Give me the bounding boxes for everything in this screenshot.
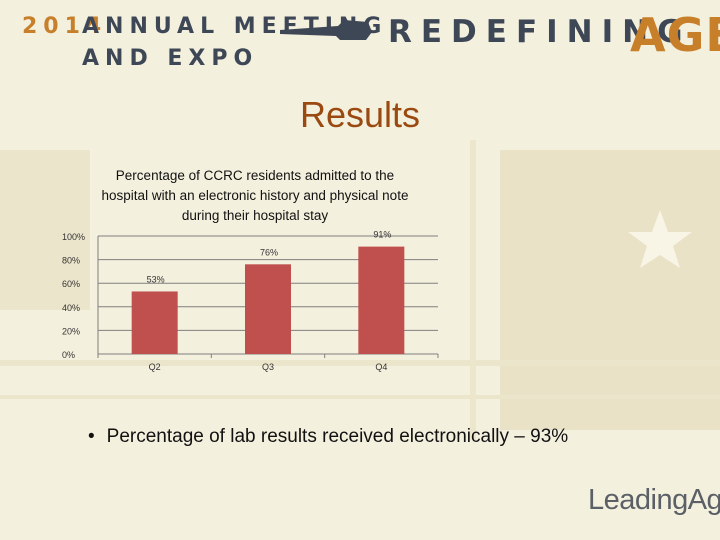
bar bbox=[131, 291, 178, 354]
data-label: 53% bbox=[147, 274, 165, 284]
bullet-text: Percentage of lab results received elect… bbox=[106, 426, 569, 447]
x-tick-label: Q4 bbox=[375, 362, 387, 372]
data-label: 76% bbox=[260, 247, 278, 257]
x-tick-label: Q2 bbox=[149, 362, 161, 372]
bullet-icon: • bbox=[88, 426, 95, 447]
bar bbox=[245, 264, 291, 354]
y-tick-label: 0% bbox=[62, 350, 75, 360]
bar bbox=[358, 246, 405, 354]
y-tick-label: 100% bbox=[62, 232, 85, 242]
pointing-hand-icon bbox=[280, 20, 372, 40]
bullet-item: • Percentage of lab results received elec… bbox=[88, 426, 568, 448]
leadingage-logo: LeadingAge bbox=[588, 484, 720, 516]
header-tagline: REDEFINING bbox=[388, 14, 692, 50]
header-event-line2: AND EXPO bbox=[82, 46, 259, 71]
chart-title: Percentage of CCRC residents admitted to… bbox=[101, 168, 409, 223]
data-label: 91% bbox=[373, 230, 391, 240]
y-tick-label: 80% bbox=[62, 256, 80, 266]
header-tagline-accent: AGE bbox=[630, 8, 720, 62]
y-tick-label: 40% bbox=[62, 303, 80, 313]
page-title: Results bbox=[299, 94, 421, 135]
y-tick-label: 20% bbox=[62, 326, 80, 336]
header-banner: 2014 ANNUAL MEETING AND EXPO REDEFINING … bbox=[0, 0, 720, 82]
header-year: 2014 bbox=[22, 14, 108, 39]
x-tick-label: Q3 bbox=[262, 362, 274, 372]
y-tick-label: 60% bbox=[62, 279, 80, 289]
